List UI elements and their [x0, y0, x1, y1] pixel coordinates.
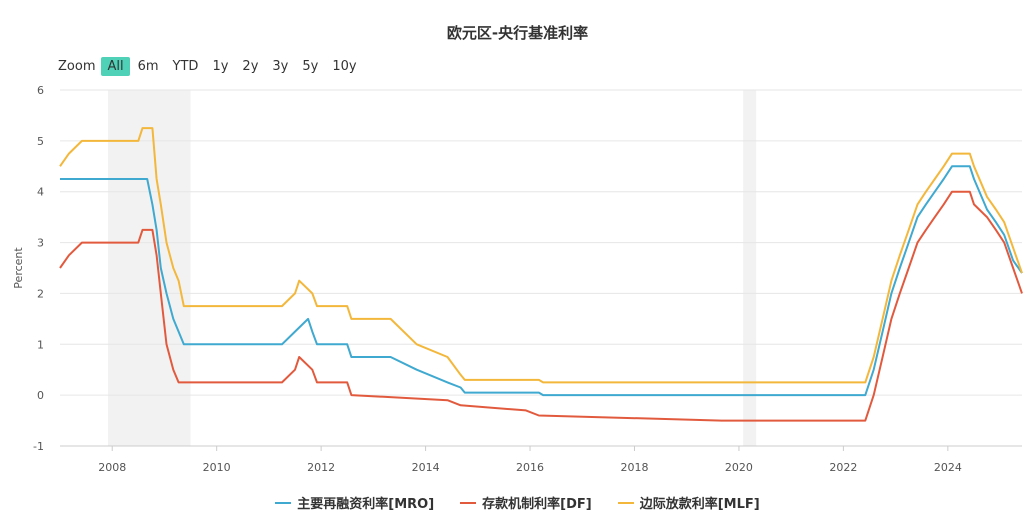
recession-band-1 — [743, 90, 757, 446]
legend: 主要再融资利率[MRO] 存款机制利率[DF] 边际放款利率[MLF] — [0, 493, 1035, 512]
x-tick-label: 2020 — [725, 461, 753, 474]
y-tick-label: 3 — [37, 237, 44, 250]
x-tick-label: 2018 — [620, 461, 648, 474]
series-line-mro[interactable] — [60, 165, 1023, 397]
legend-label-mlf: 边际放款利率[MLF] — [639, 497, 760, 512]
y-tick-label: 5 — [37, 135, 44, 148]
zoom-button-2y[interactable]: 2y — [242, 58, 259, 74]
legend-item-mro[interactable]: 主要再融资利率[MRO] — [275, 493, 434, 512]
legend-label-mro: 主要再融资利率[MRO] — [297, 497, 435, 512]
zoom-button-6m[interactable]: 6m — [137, 58, 159, 74]
y-tick-label: 4 — [37, 186, 44, 199]
x-tick-label: 2022 — [829, 461, 857, 474]
zoom-button-all[interactable]: All — [101, 56, 130, 76]
zoom-label: Zoom — [58, 58, 96, 74]
legend-label-df: 存款机制利率[DF] — [482, 497, 592, 512]
y-tick-label: 1 — [37, 338, 44, 351]
y-tick-label: 6 — [37, 84, 44, 97]
legend-swatch-mlf — [617, 501, 634, 504]
legend-swatch-df — [460, 501, 477, 504]
y-tick-label: 2 — [37, 287, 44, 300]
x-tick-label: 2012 — [307, 461, 335, 474]
zoom-button-ytd[interactable]: YTD — [172, 58, 199, 74]
zoom-button-5y[interactable]: 5y — [302, 58, 319, 74]
x-tick-label: 2014 — [412, 461, 440, 474]
x-tick-label: 2016 — [516, 461, 544, 474]
zoom-button-1y[interactable]: 1y — [212, 58, 229, 74]
legend-item-mlf[interactable]: 边际放款利率[MLF] — [617, 493, 760, 512]
series-line-mlf[interactable] — [59, 127, 1023, 384]
x-tick-label: 2010 — [203, 461, 231, 474]
x-tick-label: 2024 — [934, 461, 962, 474]
zoom-toolbar: Zoom All 6m YTD 1y 2y 3y 5y 10y — [58, 55, 365, 77]
legend-swatch-mro — [275, 501, 292, 504]
legend-item-df[interactable]: 存款机制利率[DF] — [460, 493, 592, 512]
series-line-df[interactable] — [59, 190, 1023, 422]
y-tick-label: -1 — [33, 440, 44, 453]
recession-band-0 — [108, 90, 191, 446]
y-tick-label: 0 — [37, 389, 44, 402]
x-tick-label: 2008 — [98, 461, 126, 474]
y-axis-label: Percent — [12, 247, 25, 289]
chart-title: 欧元区-央行基准利率 — [446, 24, 589, 42]
zoom-button-10y[interactable]: 10y — [332, 58, 357, 74]
zoom-button-3y[interactable]: 3y — [272, 58, 289, 74]
